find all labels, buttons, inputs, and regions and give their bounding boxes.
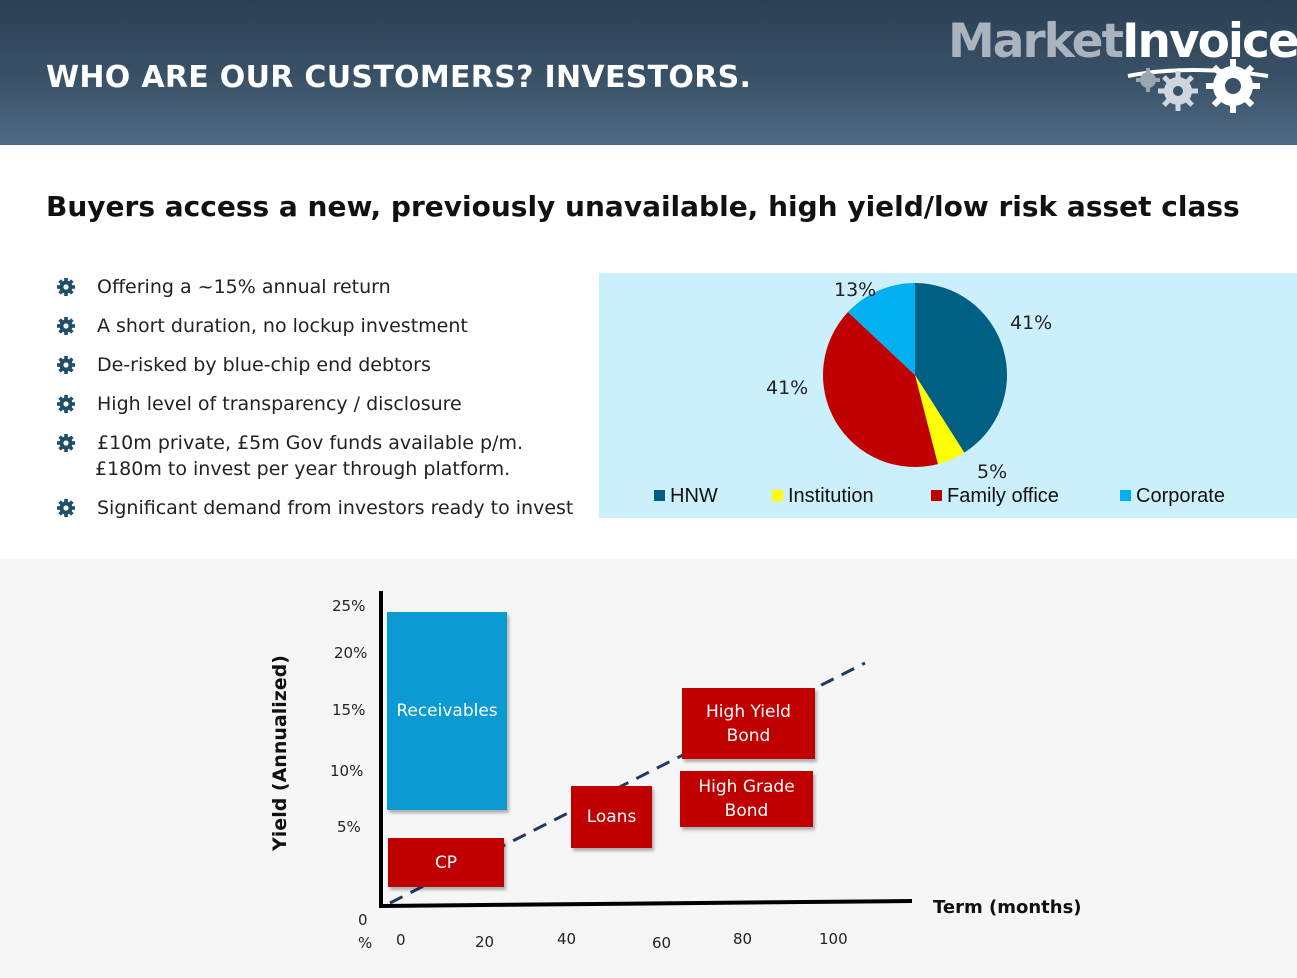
x-axis-line (378, 899, 913, 908)
high-grade-bond-box: High Grade Bond (680, 771, 813, 827)
bullet-text: £10m private, £5m Gov funds available p/… (97, 432, 524, 454)
y-tick-label: 10% (330, 762, 364, 780)
gear-icon (57, 434, 75, 452)
y-tick-label: 25% (332, 597, 366, 615)
receivables-box: Receivables (387, 612, 507, 810)
legend-label: Institution (788, 485, 874, 507)
legend-label: Family office (947, 485, 1059, 507)
legend-item-family-office: Family office (931, 485, 1059, 508)
legend-swatch (772, 490, 783, 501)
legend-item-hnw: HNW (654, 485, 718, 508)
cp-box: CP (388, 838, 504, 887)
bullet-text: Significant demand from investors ready … (97, 497, 574, 519)
y-tick-label: 0 % (358, 911, 373, 952)
loans-label: Loans (586, 807, 637, 827)
pie-label-hnw: 41% (1010, 312, 1053, 334)
legend-item-corporate: Corporate (1120, 485, 1225, 508)
legend-swatch (654, 490, 665, 501)
gears-icon (1127, 59, 1269, 113)
bullet-text-line2: £180m to invest per year through platfor… (95, 458, 511, 480)
legend-label: Corporate (1136, 485, 1225, 507)
bullet-text: High level of transparency / disclosure (97, 393, 462, 415)
logo-market-text: Market (948, 14, 1124, 69)
marketinvoice-logo: MarketInvoice (948, 14, 1297, 124)
loans-box: Loans (571, 786, 652, 848)
bullet-text: De-risked by blue-chip end debtors (97, 354, 431, 376)
high-grade-bond-label-line1: High Grade (698, 777, 795, 797)
high-yield-bond-box: High Yield Bond (682, 688, 815, 759)
high-yield-bond-label-line1: High Yield (706, 701, 791, 722)
x-tick-label: 0 (396, 931, 406, 949)
bullet-text: A short duration, no lockup investment (97, 315, 468, 337)
y-tick-label: 15% (332, 701, 366, 719)
pie-label-institution: 5% (977, 461, 1008, 483)
x-axis-label: Term (months) (933, 897, 1082, 918)
cp-label: CP (434, 852, 458, 873)
bullet-text: Offering a ~15% annual return (97, 276, 391, 298)
gear-icon (57, 356, 75, 374)
x-tick-label: 60 (652, 934, 672, 952)
page-title: WHO ARE OUR CUSTOMERS? INVESTORS. (46, 60, 752, 95)
logo-invoice-text: Invoice (1122, 14, 1297, 69)
gear-icon (57, 317, 75, 335)
y-tick-label: 20% (334, 644, 368, 662)
legend-swatch (931, 490, 942, 501)
high-yield-bond-label-line2: Bond (726, 725, 771, 746)
legend-label: HNW (670, 485, 718, 507)
y-tick-label: 5% (337, 818, 361, 836)
legend-swatch (1120, 490, 1131, 501)
high-grade-bond-label-line2: Bond (724, 801, 769, 821)
gear-icon (57, 395, 75, 413)
x-tick-label: 100 (819, 930, 848, 948)
slide-subtitle: Buyers access a new, previously unavaila… (46, 190, 1240, 223)
x-tick-label: 20 (475, 933, 495, 951)
header-banner: WHO ARE OUR CUSTOMERS? INVESTORS. Market… (0, 0, 1297, 145)
pie-label-corporate: 13% (834, 279, 877, 301)
gear-icon (57, 499, 75, 517)
pie-label-family-office: 41% (766, 377, 809, 399)
yield-term-diagram-panel (0, 559, 1297, 978)
gear-icon (57, 278, 75, 296)
receivables-label: Receivables (396, 701, 498, 721)
y-axis-label: Yield (Annualized) (269, 655, 291, 851)
x-tick-label: 80 (733, 930, 753, 948)
x-tick-label: 40 (557, 930, 577, 948)
legend-item-institution: Institution (772, 485, 874, 508)
